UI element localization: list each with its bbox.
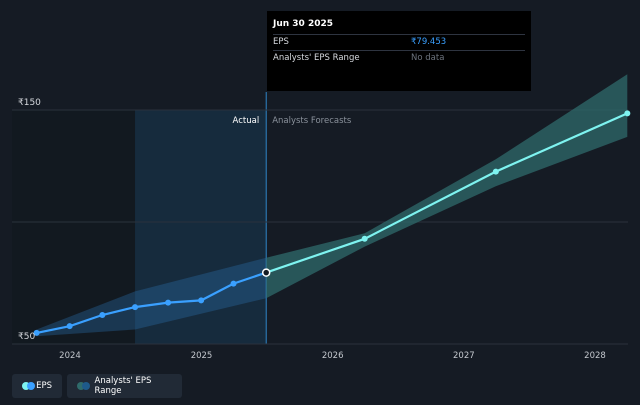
actual-section-label: Actual	[233, 116, 260, 126]
eps-highlight-point[interactable]	[261, 268, 271, 277]
eps-actual-line	[36, 271, 267, 334]
x-tick-label: 2025	[191, 351, 213, 361]
eps-legend-icon	[22, 382, 35, 390]
legend-range-label: Analysts' EPS Range	[94, 376, 152, 396]
eps-actual-point[interactable]	[230, 280, 237, 287]
eps-forecast-point[interactable]	[361, 235, 368, 242]
eps-actual-point[interactable]	[66, 323, 73, 330]
eps-actual-point[interactable]	[99, 311, 106, 318]
tooltip-eps-value: ₹79.453	[411, 37, 447, 47]
tooltip-range-label: Analysts' EPS Range	[273, 53, 360, 63]
tooltip-range-value: No data	[411, 53, 445, 63]
tooltip: Jun 30 2025 EPS ₹79.453 Analysts' EPS Ra…	[267, 11, 531, 91]
legend-range-button[interactable]: Analysts' EPS Range	[67, 374, 182, 398]
eps-forecast-point[interactable]	[624, 110, 631, 117]
x-tick-label: 2026	[322, 351, 344, 361]
tooltip-eps-label: EPS	[273, 37, 289, 47]
legend-eps-button[interactable]: EPS	[12, 374, 62, 398]
eps-actual-point[interactable]	[198, 297, 205, 304]
x-tick-label: 2027	[453, 351, 475, 361]
legend-eps-label: EPS	[36, 381, 52, 391]
eps-forecast-line	[265, 112, 628, 274]
eps-actual-point[interactable]	[33, 329, 40, 336]
eps-forecast-point[interactable]	[492, 168, 499, 175]
x-tick-label: 2024	[59, 351, 81, 361]
eps-actual-point[interactable]	[165, 299, 172, 306]
tooltip-date: Jun 30 2025	[273, 19, 334, 29]
range-legend-icon	[77, 382, 90, 390]
y-tick-label: ₹150	[18, 98, 41, 108]
x-tick-label: 2028	[584, 351, 606, 361]
tooltip-eps-row: EPS ₹79.453	[273, 34, 525, 50]
range-band-past	[36, 257, 267, 337]
y-tick-label: ₹50	[18, 332, 35, 342]
eps-actual-point[interactable]	[132, 304, 139, 311]
forecast-section-label: Analysts Forecasts	[272, 116, 352, 126]
tooltip-range-row: Analysts' EPS Range No data	[273, 50, 525, 66]
